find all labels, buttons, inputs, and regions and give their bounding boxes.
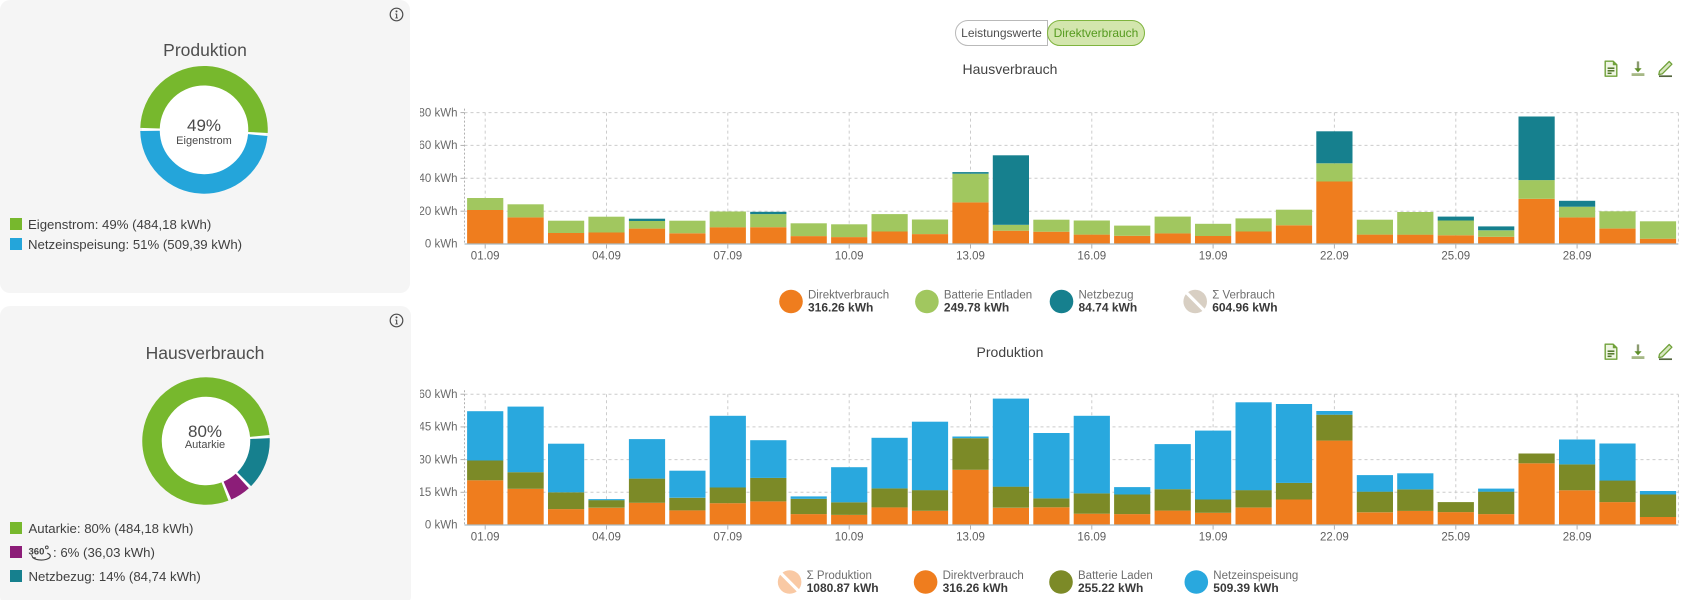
svg-text:28.09: 28.09 <box>1563 532 1592 544</box>
svg-text:19.09: 19.09 <box>1199 251 1228 263</box>
svg-text:07.09: 07.09 <box>713 251 742 263</box>
svg-text:22.09: 22.09 <box>1320 532 1349 544</box>
svg-text:16.09: 16.09 <box>1077 251 1106 263</box>
svg-text:10.09: 10.09 <box>835 251 864 263</box>
svg-text:40 kWh: 40 kWh <box>420 173 458 185</box>
svg-text:01.09: 01.09 <box>471 251 500 263</box>
svg-text:19.09: 19.09 <box>1199 532 1228 544</box>
svg-text:16.09: 16.09 <box>1077 532 1106 544</box>
svg-text:249.78 kWh: 249.78 kWh <box>944 300 1009 314</box>
svg-text:25.09: 25.09 <box>1441 251 1470 263</box>
svg-text:84.74 kWh: 84.74 kWh <box>1079 300 1138 314</box>
svg-text:22.09: 22.09 <box>1320 251 1349 263</box>
svg-text:Direktverbrauch: Direktverbrauch <box>808 289 889 301</box>
svg-text:Direktverbrauch: Direktverbrauch <box>943 570 1024 582</box>
svg-text:45 kWh: 45 kWh <box>420 422 458 434</box>
svg-text:Batterie Laden: Batterie Laden <box>1078 570 1153 582</box>
svg-text:360: 360 <box>29 547 45 558</box>
svg-text:Σ Produktion: Σ Produktion <box>807 570 872 582</box>
svg-text:20 kWh: 20 kWh <box>420 206 458 218</box>
svg-text:04.09: 04.09 <box>592 532 621 544</box>
svg-text:25.09: 25.09 <box>1441 532 1470 544</box>
svg-text:10.09: 10.09 <box>835 532 864 544</box>
svg-text:60 kWh: 60 kWh <box>420 389 458 401</box>
svg-text:01.09: 01.09 <box>471 532 500 544</box>
svg-text:316.26 kWh: 316.26 kWh <box>943 581 1008 595</box>
svg-text:Σ Verbrauch: Σ Verbrauch <box>1212 289 1275 301</box>
svg-text:07.09: 07.09 <box>713 532 742 544</box>
svg-text:1080.87 kWh: 1080.87 kWh <box>807 581 879 595</box>
svg-text:04.09: 04.09 <box>592 251 621 263</box>
svg-text:80 kWh: 80 kWh <box>420 107 458 119</box>
svg-text:Netzeinspeisung: Netzeinspeisung <box>1213 570 1298 582</box>
svg-text:13.09: 13.09 <box>956 532 985 544</box>
svg-text:604.96 kWh: 604.96 kWh <box>1212 300 1277 314</box>
svg-text:0 kWh: 0 kWh <box>425 520 458 532</box>
svg-text:0 kWh: 0 kWh <box>425 239 458 251</box>
svg-text:Netzbezug: Netzbezug <box>1079 289 1134 301</box>
svg-text:255.22 kWh: 255.22 kWh <box>1078 581 1143 595</box>
svg-text:Batterie Entladen: Batterie Entladen <box>944 289 1032 301</box>
svg-text:30 kWh: 30 kWh <box>420 454 458 466</box>
svg-text:316.26 kWh: 316.26 kWh <box>808 300 873 314</box>
svg-text:60 kWh: 60 kWh <box>420 140 458 152</box>
svg-text:509.39 kWh: 509.39 kWh <box>1213 581 1278 595</box>
svg-text:13.09: 13.09 <box>956 251 985 263</box>
svg-text:28.09: 28.09 <box>1563 251 1592 263</box>
svg-text:15 kWh: 15 kWh <box>420 487 458 499</box>
